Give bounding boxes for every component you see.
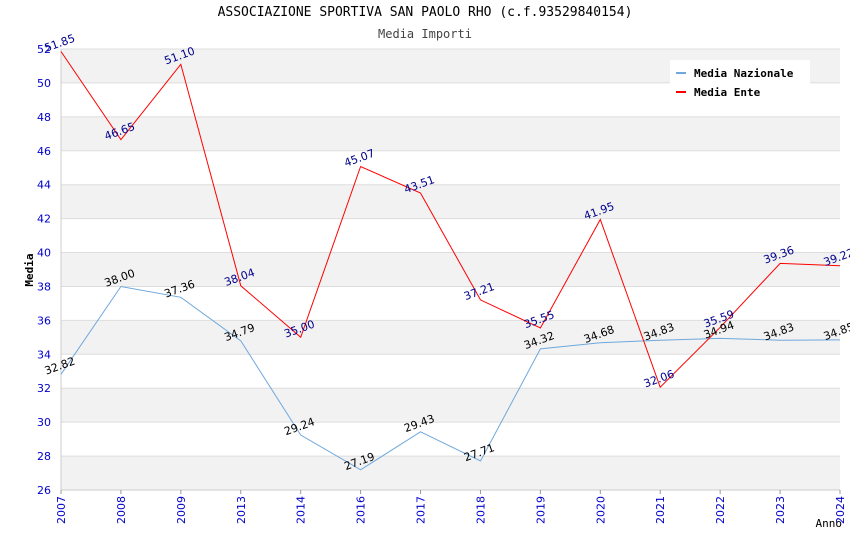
grid-band — [61, 116, 840, 151]
legend-label: Media Nazionale — [694, 67, 794, 80]
x-tick-label: 2019 — [534, 496, 547, 524]
legend: Media Nazionale Media Ente — [670, 60, 810, 102]
x-axis-label: Anno — [816, 517, 843, 530]
x-tick-label: 2008 — [115, 496, 128, 524]
x-axis-ticks: 2007 2008 2009 2013 2014 2016 2017 2018 2019 2020… — [55, 490, 847, 524]
y-axis-ticks: 26 28 30 32 34 36 38 40 42 44 46 48 50 52 — [37, 43, 51, 497]
y-tick-label: 42 — [37, 213, 51, 226]
grid-band — [61, 388, 840, 423]
grid-band — [61, 422, 840, 457]
y-tick-label: 28 — [37, 450, 51, 463]
x-tick-label: 2021 — [654, 496, 667, 524]
y-tick-label: 36 — [37, 314, 51, 327]
y-tick-label: 26 — [37, 484, 51, 497]
x-tick-label: 2013 — [235, 496, 248, 524]
x-tick-label: 2024 — [834, 496, 847, 524]
x-tick-label: 2022 — [714, 496, 727, 524]
chart-subtitle: Media Importi — [378, 27, 472, 41]
y-tick-label: 32 — [37, 382, 51, 395]
x-tick-label: 2018 — [474, 496, 487, 524]
y-tick-label: 48 — [37, 111, 51, 124]
grid-band — [61, 252, 840, 287]
y-tick-label: 40 — [37, 247, 51, 260]
x-tick-label: 2017 — [415, 496, 428, 524]
chart-title: ASSOCIAZIONE SPORTIVA SAN PAOLO RHO (c.f… — [217, 5, 633, 20]
grid-band — [61, 354, 840, 389]
grid-bands — [61, 48, 840, 491]
y-tick-label: 34 — [37, 348, 51, 361]
grid-band — [61, 286, 840, 321]
x-tick-label: 2020 — [594, 496, 607, 524]
y-axis-label: Media — [23, 253, 36, 286]
series-lines — [60, 51, 841, 471]
grid-band — [61, 184, 840, 219]
x-tick-label: 2023 — [774, 496, 787, 524]
legend-box — [670, 60, 810, 102]
grid-band — [61, 456, 840, 490]
x-tick-label: 2016 — [355, 496, 368, 524]
series-line — [60, 285, 841, 471]
x-tick-label: 2007 — [55, 496, 68, 524]
legend-label: Media Ente — [694, 86, 761, 99]
y-tick-label: 30 — [37, 416, 51, 429]
y-tick-label: 38 — [37, 280, 51, 293]
axes — [60, 49, 840, 491]
series-line — [60, 51, 841, 389]
x-tick-label: 2014 — [295, 496, 308, 524]
y-tick-label: 44 — [37, 179, 51, 192]
y-tick-label: 50 — [37, 77, 51, 90]
x-tick-label: 2009 — [175, 496, 188, 524]
grid-band — [61, 150, 840, 185]
y-tick-label: 52 — [37, 43, 51, 56]
y-tick-label: 46 — [37, 145, 51, 158]
